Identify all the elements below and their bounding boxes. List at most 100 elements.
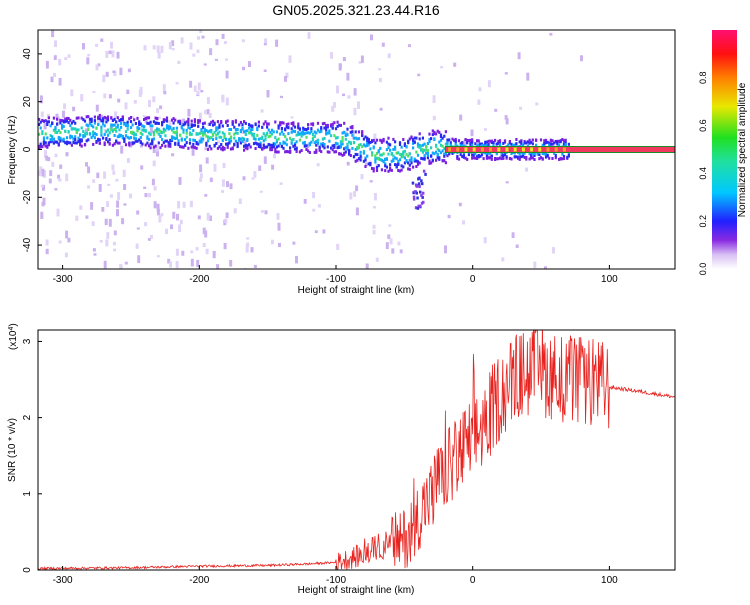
spectrogram-band-cell xyxy=(83,119,87,123)
spectrogram-band-cell xyxy=(421,143,424,147)
spectrogram-band-cell xyxy=(269,148,272,152)
spectrogram-band-cell xyxy=(92,130,95,134)
spectrogram-band-cell xyxy=(362,137,365,141)
spectrogram-band-cell xyxy=(274,136,277,140)
spectrogram-band-cell xyxy=(56,122,59,126)
spectrogram-noise-cell xyxy=(515,244,519,248)
spectrogram-noise-cell xyxy=(85,215,89,219)
spectrogram-band-cell xyxy=(285,138,288,142)
spectrogram-band-cell xyxy=(74,135,77,139)
spectrogram-noise-cell xyxy=(271,164,275,170)
spectrogram-band-cell xyxy=(65,116,69,120)
spectrogram-band-cell xyxy=(177,143,180,147)
spectrogram-noise-cell xyxy=(353,88,357,96)
spectrogram-band-cell xyxy=(75,130,78,134)
spectrogram-band-cell xyxy=(243,130,246,134)
spectrogram-band-cell xyxy=(292,137,295,141)
spectrogram-band-cell xyxy=(136,139,139,143)
spectrogram-band-cell xyxy=(359,158,362,162)
spectrogram-band-cell xyxy=(341,142,344,146)
spectrogram-ytick-label: 20 xyxy=(22,96,33,108)
spectrogram-band-cell xyxy=(116,125,119,129)
spectrogram-noise-cell xyxy=(264,210,268,215)
spectrogram-band-cell xyxy=(62,119,65,123)
spectrogram-noise-cell xyxy=(346,72,350,81)
spectrogram-band-cell xyxy=(98,113,101,117)
spectrogram-band-cell xyxy=(44,132,47,136)
spectrogram-band-cell xyxy=(351,146,354,150)
spectrogram-band-cell xyxy=(441,136,444,140)
spectrogram-band-cell xyxy=(339,123,342,127)
spectrogram-noise-cell xyxy=(47,113,50,119)
spectrogram-noise-cell xyxy=(168,41,172,50)
spectrogram-band-cell xyxy=(207,130,210,134)
spectrogram-band-cell xyxy=(238,138,241,142)
spectrogram-band-cell xyxy=(156,127,159,131)
spectrogram-noise-cell xyxy=(87,166,91,174)
spectrogram-band-cell xyxy=(433,152,436,156)
spectrogram-band-cell xyxy=(372,146,375,150)
spectrogram-noise-cell xyxy=(312,191,316,199)
spectrogram-band-cell xyxy=(558,157,561,161)
spectrogram-band-cell xyxy=(357,137,361,141)
spectrogram-band-cell xyxy=(420,148,423,152)
spectrogram-band-cell xyxy=(410,158,413,162)
spectrogram-band-cell xyxy=(357,130,361,134)
spectrogram-band-cell xyxy=(65,119,69,123)
spectrogram-noise-cell xyxy=(197,215,201,220)
spectrogram-band-cell xyxy=(502,155,505,159)
spectrogram-band-cell xyxy=(352,155,356,159)
colorbar-tick-label: 0.0 xyxy=(698,263,708,276)
spectrogram-noise-cell xyxy=(54,153,58,158)
spectrogram-band-cell xyxy=(108,141,111,145)
spectrogram-band-cell xyxy=(416,162,420,166)
spectrogram-noise-cell xyxy=(372,229,376,235)
spectrogram-noise-cell xyxy=(65,152,69,157)
spectrogram-band-cell xyxy=(320,126,323,130)
spectrogram-band-cell xyxy=(238,123,241,127)
spectrogram-band-cell xyxy=(307,123,310,127)
spectrogram-band-cell xyxy=(83,134,87,138)
spectrogram-noise-cell xyxy=(190,250,194,254)
snr-ytick-label: 2 xyxy=(22,414,33,420)
spectrogram-noise-cell xyxy=(139,86,143,95)
spectrogram-band-cell xyxy=(513,143,516,147)
spectrogram-band-cell xyxy=(384,162,387,166)
spectrogram-noise-cell xyxy=(49,170,53,177)
spectrogram-band-cell xyxy=(354,159,357,163)
spectrogram-band-cell xyxy=(371,151,374,155)
spectrogram-noise-cell xyxy=(107,183,111,186)
spectrogram-band-cell xyxy=(75,128,78,132)
spectrogram-band-cell xyxy=(356,158,359,162)
spectrogram-band-cell xyxy=(65,140,69,144)
spectrogram-noise-cell xyxy=(221,94,225,103)
spectrogram-noise-cell xyxy=(86,57,90,65)
spectrogram-noise-cell xyxy=(225,97,229,106)
spectrogram-band-cell xyxy=(289,136,292,140)
spectrogram-band-cell xyxy=(103,115,106,119)
spectrogram-band-cell xyxy=(98,138,101,142)
spectrogram-noise-cell xyxy=(504,115,508,120)
spectrogram-band-cell xyxy=(154,116,157,120)
spectrogram-band-cell xyxy=(420,156,423,160)
spectrogram-band-cell xyxy=(331,122,334,126)
spectrogram-band-cell xyxy=(384,164,387,168)
spectrogram-band-cell xyxy=(438,156,441,160)
spectrogram-noise-cell xyxy=(361,268,365,269)
spectrogram-reference-highlight xyxy=(448,147,452,152)
spectrogram-band-cell xyxy=(421,148,424,152)
spectrogram-band-cell xyxy=(110,123,113,127)
spectrogram-band-cell xyxy=(175,136,178,140)
spectrogram-band-cell xyxy=(202,122,205,126)
spectrogram-band-cell xyxy=(316,138,320,142)
spectrogram-band-cell xyxy=(444,130,447,134)
spectrogram-band-cell xyxy=(564,138,567,142)
spectrogram-band-cell xyxy=(172,126,175,130)
spectrogram-noise-cell xyxy=(189,200,193,208)
spectrogram-band-cell xyxy=(90,118,93,122)
spectrogram-band-cell xyxy=(259,137,262,141)
spectrogram-band-cell xyxy=(164,134,167,138)
spectrogram-band-cell xyxy=(548,143,551,147)
spectrogram-noise-cell xyxy=(285,72,289,78)
spectrogram-band-cell xyxy=(170,135,174,139)
